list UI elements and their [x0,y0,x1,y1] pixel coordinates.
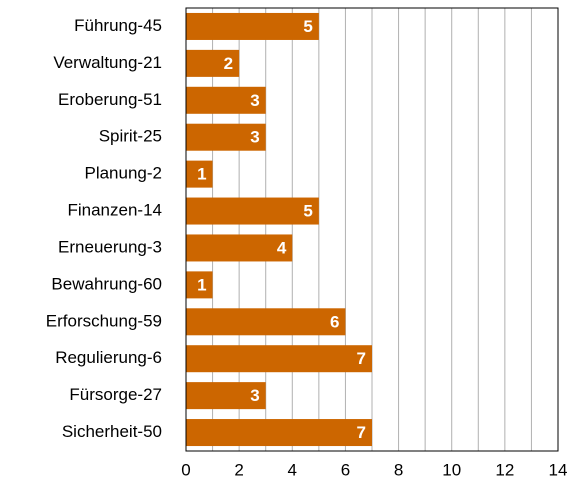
value-label: 7 [357,349,366,368]
y-tick-label: Planung-2 [84,164,162,183]
y-tick-label: Erneuerung-3 [58,237,162,256]
bar [186,160,213,188]
y-tick-label: Sicherheit-50 [62,422,162,441]
value-label: 6 [330,312,339,331]
bar [186,234,293,262]
y-tick-label: Bewahrung-60 [51,274,162,293]
y-tick-label: Spirit-25 [99,127,162,146]
value-label: 5 [303,17,312,36]
x-tick-label: 10 [442,460,461,479]
x-tick-label: 8 [394,460,403,479]
x-tick-label: 2 [234,460,243,479]
bar [186,382,266,410]
y-tick-label: Fürsorge-27 [69,385,162,404]
x-tick-label: 14 [549,460,568,479]
bar [186,49,240,77]
value-label: 3 [250,386,259,405]
y-tick-label: Eroberung-51 [58,90,162,109]
x-tick-label: 6 [341,460,350,479]
x-tick-label: 0 [181,460,190,479]
x-tick-label: 4 [288,460,297,479]
y-tick-label: Verwaltung-21 [53,53,162,72]
y-tick-label: Erforschung-59 [46,311,162,330]
bar [186,12,319,40]
y-tick-label: Finanzen-14 [67,201,162,220]
bar [186,419,372,447]
bar [186,308,346,336]
plot-frame [185,7,559,452]
bar [186,345,372,373]
value-label: 4 [277,238,287,257]
bar [186,271,213,299]
value-label: 3 [250,128,259,147]
value-label: 2 [224,54,233,73]
y-tick-label: Regulierung-6 [55,348,162,367]
value-label: 5 [303,202,312,221]
y-tick-label: Führung-45 [74,16,162,35]
value-label: 1 [197,275,206,294]
bar [186,86,266,114]
bar [186,123,266,151]
value-label: 7 [357,423,366,442]
value-label: 3 [250,91,259,110]
x-tick-label: 12 [495,460,514,479]
value-label: 1 [197,165,206,184]
bar [186,197,319,225]
